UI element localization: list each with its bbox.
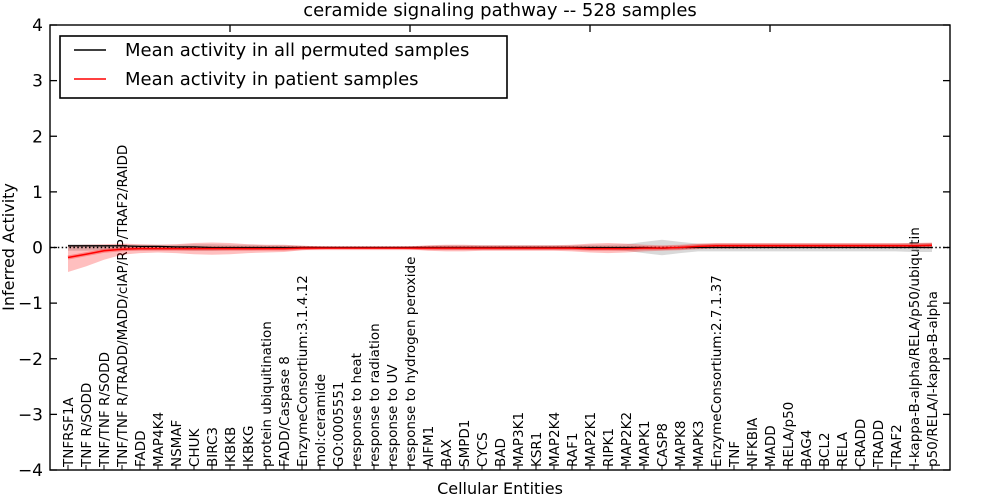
x-tick-label: IKBKG (241, 426, 257, 467)
x-tick-label: AIFM1 (421, 426, 437, 467)
x-tick-label: KSR1 (529, 432, 545, 467)
x-tick-label: BCL2 (817, 432, 833, 467)
y-tick-label: 4 (32, 16, 43, 36)
x-tick-label: FADD (133, 430, 149, 467)
x-tick-label: RELA/p50 (781, 402, 797, 467)
y-axis-label: Inferred Activity (0, 183, 18, 311)
x-tick-label: MAP4K4 (151, 412, 167, 467)
x-tick-label: GO:0005551 (331, 381, 347, 467)
x-tick-label: FADD/Caspase 8 (277, 356, 293, 467)
x-tick-label: response to heat (349, 353, 365, 467)
x-tick-label: MAPK1 (637, 421, 653, 467)
x-tick-label: TRADD (871, 420, 887, 468)
x-tick-label: EnzymeConsortium:3.1.4.12 (295, 275, 311, 467)
series-lines-group (50, 243, 950, 260)
x-tick-label: SMPD1 (457, 420, 473, 467)
x-tick-label: CRADD (853, 419, 869, 467)
x-tick-label: MAP2K2 (619, 412, 635, 467)
x-tick-label: MAPK8 (673, 421, 689, 467)
y-tick-label: 0 (32, 239, 43, 259)
x-tick-label: NFKBIA (745, 417, 761, 467)
x-tick-label: IKBKB (223, 427, 239, 467)
x-tick-label: BIRC3 (205, 427, 221, 467)
x-tick-label: BAD (493, 438, 509, 467)
x-tick-label: BAG4 (799, 430, 815, 467)
x-tick-label: mol:ceramide (313, 374, 329, 467)
y-tick-label: 1 (32, 183, 43, 203)
x-tick-label: RIPK1 (601, 428, 617, 467)
x-tick-label: I-kappa-B-alpha/RELA/p50/ubiquitin (907, 227, 923, 467)
x-tick-label: response to UV (385, 364, 401, 467)
legend-entry-label: Mean activity in patient samples (125, 69, 419, 90)
x-tick-label: CASP8 (655, 423, 671, 467)
axes-group: −4 −3 −2 −1 0 1 2 3 4 (18, 16, 951, 481)
y-tick-label: 2 (32, 127, 43, 147)
x-tick-label: BAX (439, 439, 455, 467)
patient-mean-line (67, 244, 933, 259)
y-tick-label: −1 (18, 294, 43, 314)
x-tick-label: MAPK3 (691, 421, 707, 467)
y-tick-label: −3 (18, 405, 43, 425)
y-tick-label: 3 (32, 72, 43, 92)
patient-variance-band (68, 242, 932, 272)
x-tick-label: p50/RELA/I-kappa-B-alpha (925, 291, 941, 467)
x-tick-label: NSMAF (169, 420, 185, 467)
x-tick-label: TNF (727, 441, 743, 468)
x-tick-label: TNFRSF1A (61, 397, 77, 468)
legend-box (59, 35, 508, 99)
y-tick-label: −2 (18, 350, 43, 370)
x-tick-label: TNF/TNF R/SODD (97, 352, 113, 468)
x-tick-label: TNF/TNF R/TRADD/MADD/cIAP/RIP/TRAF2/RAID… (115, 145, 131, 468)
x-tick-label: MAP2K1 (583, 412, 599, 467)
x-tick-label: MAP3K1 (511, 412, 527, 467)
x-tick-label: TRAF2 (889, 424, 905, 468)
x-axis-label: Cellular Entities (437, 479, 563, 498)
x-tick-label: CHUK (187, 428, 203, 467)
x-tick-label: EnzymeConsortium:2.7.1.37 (709, 275, 725, 467)
x-tick-label: CYCS (475, 432, 491, 467)
legend-entry-label: Mean activity in all permuted samples (125, 40, 469, 61)
chart-title: ceramide signaling pathway -- 528 sample… (303, 0, 697, 21)
x-tick-label: MADD (763, 425, 779, 467)
x-tick-label: RELA (835, 431, 851, 467)
x-tick-label: TNF R/SODD (79, 383, 95, 468)
x-tick-label: MAP2K4 (547, 412, 563, 467)
x-tick-label: response to hydrogen peroxide (403, 257, 419, 467)
x-tick-labels-group: TNFRSF1A TNF R/SODD TNF/TNF R/SODD TNF/TNF … (61, 145, 941, 468)
x-tick-label: response to radiation (367, 323, 383, 467)
y-tick-label: −4 (18, 461, 43, 481)
x-tick-label: protein ubiquitination (259, 321, 275, 467)
x-tick-label: RAF1 (565, 433, 581, 467)
legend: Mean activity in all permuted samples Mea… (59, 35, 508, 99)
